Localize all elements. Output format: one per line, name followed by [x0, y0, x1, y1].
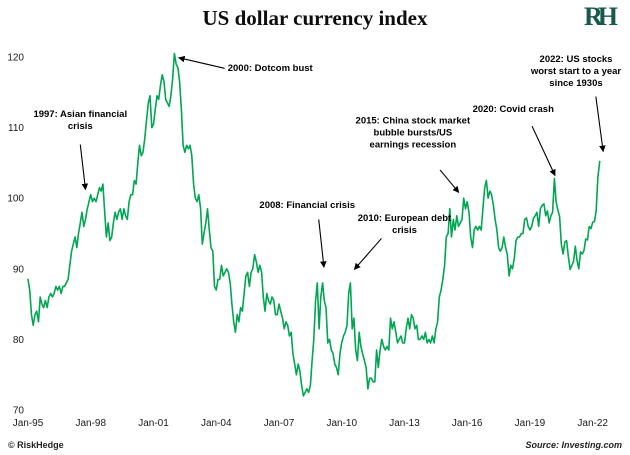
annotation-china-bubble-2015: 2015: China stock market bubble bursts/US… — [356, 115, 471, 150]
x-axis-tick-label: Jan-16 — [452, 418, 483, 429]
annotation-arrow-china-bubble-2015 — [439, 169, 460, 193]
y-axis-tick-label: 90 — [13, 264, 25, 275]
annotation-financial-crisis-2008: 2008: Financial crisis — [259, 200, 355, 211]
annotation-us-stocks-2022: 2022: US stocks worst start to a year sinc… — [530, 54, 622, 89]
x-axis-tick-label: Jan-07 — [264, 418, 295, 429]
x-axis-tick-label: Jan-95 — [13, 418, 44, 429]
copyright-label: © RiskHedge — [8, 440, 64, 450]
y-axis-tick-label: 70 — [13, 406, 25, 417]
annotation-european-debt-crisis: 2010: European debt crisis — [358, 213, 452, 236]
x-axis-tick-label: Jan-22 — [577, 418, 608, 429]
x-axis-tick-label: Jan-19 — [515, 418, 546, 429]
y-axis-tick-label: 110 — [8, 123, 24, 134]
annotation-covid-crash: 2020: Covid crash — [473, 104, 555, 115]
annotation-arrow-covid-crash — [531, 125, 556, 177]
annotation-arrow-european-debt-crisis — [353, 238, 382, 270]
annotation-arrow-asian-financial-crisis — [79, 144, 89, 191]
annotation-arrow-financial-crisis-2008 — [318, 219, 327, 268]
x-axis-tick-label: Jan-10 — [326, 418, 357, 429]
annotation-asian-financial-crisis: 1997: Asian financial crisis — [33, 109, 127, 132]
y-axis-tick-label: 120 — [7, 53, 24, 64]
x-axis-tick-label: Jan-13 — [389, 418, 420, 429]
riskhedge-logo: RH — [584, 2, 618, 31]
source-label: Source: Investing.com — [525, 440, 622, 450]
x-axis-tick-label: Jan-98 — [75, 418, 106, 429]
y-axis-tick-label: 80 — [13, 335, 25, 346]
annotation-dotcom-bust: 2000: Dotcom bust — [228, 63, 314, 74]
x-axis-tick-label: Jan-01 — [138, 418, 169, 429]
usd-index-line — [27, 52, 601, 397]
annotation-arrow-dotcom-bust — [178, 55, 225, 69]
page-title: US dollar currency index — [202, 6, 428, 30]
annotation-arrow-us-stocks-2022 — [595, 96, 606, 153]
x-axis-tick-label: Jan-04 — [201, 418, 232, 429]
y-axis-tick-label: 100 — [7, 194, 24, 205]
